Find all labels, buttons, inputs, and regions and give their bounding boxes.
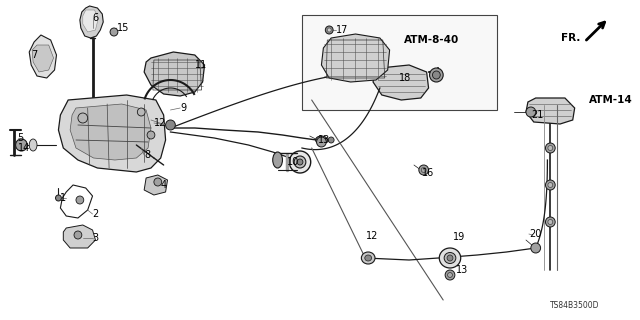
Circle shape (545, 143, 555, 153)
Text: 5: 5 (17, 133, 24, 143)
Ellipse shape (365, 255, 372, 261)
Circle shape (317, 137, 326, 147)
Polygon shape (144, 52, 205, 96)
Text: 13: 13 (456, 265, 468, 275)
Circle shape (429, 68, 443, 82)
Polygon shape (526, 98, 575, 124)
Ellipse shape (316, 136, 327, 144)
Circle shape (78, 113, 88, 123)
Text: 7: 7 (31, 50, 37, 60)
Text: 2: 2 (93, 209, 99, 219)
Text: 20: 20 (529, 229, 541, 239)
Circle shape (548, 146, 553, 150)
Circle shape (76, 196, 84, 204)
Text: 19: 19 (453, 232, 465, 242)
Circle shape (531, 243, 541, 253)
Ellipse shape (447, 255, 453, 261)
Text: 21: 21 (531, 110, 543, 120)
Text: 3: 3 (93, 233, 99, 243)
Ellipse shape (294, 156, 306, 168)
Text: ATM-14: ATM-14 (589, 95, 633, 105)
Circle shape (445, 270, 455, 280)
Ellipse shape (273, 152, 282, 168)
Text: ATM-8-40: ATM-8-40 (404, 35, 460, 45)
Circle shape (545, 217, 555, 227)
Text: 12: 12 (154, 118, 166, 128)
Circle shape (110, 28, 118, 36)
Text: 13: 13 (317, 135, 330, 145)
Text: 8: 8 (144, 150, 150, 160)
Polygon shape (321, 34, 390, 82)
Circle shape (447, 273, 452, 277)
Circle shape (433, 71, 440, 79)
Circle shape (327, 28, 331, 32)
Circle shape (56, 195, 61, 201)
Polygon shape (373, 65, 429, 100)
Ellipse shape (297, 159, 303, 165)
Circle shape (74, 231, 82, 239)
Ellipse shape (289, 151, 310, 173)
Circle shape (154, 178, 162, 186)
Ellipse shape (29, 139, 37, 151)
Circle shape (526, 107, 536, 117)
Text: FR.: FR. (561, 33, 580, 43)
Text: 12: 12 (366, 231, 379, 241)
Circle shape (421, 167, 426, 172)
Circle shape (15, 139, 28, 151)
Circle shape (545, 180, 555, 190)
Ellipse shape (439, 248, 461, 268)
Text: 10: 10 (287, 157, 300, 167)
Circle shape (548, 220, 553, 225)
Text: 16: 16 (422, 168, 434, 178)
Circle shape (419, 165, 429, 175)
Ellipse shape (328, 137, 334, 143)
Circle shape (548, 182, 553, 188)
Circle shape (147, 131, 155, 139)
Ellipse shape (362, 252, 375, 264)
Circle shape (325, 26, 333, 34)
Polygon shape (32, 45, 54, 72)
Polygon shape (58, 95, 166, 172)
Polygon shape (63, 225, 95, 248)
Polygon shape (29, 35, 56, 78)
Polygon shape (83, 10, 99, 32)
Text: TS84B3500D: TS84B3500D (550, 300, 600, 309)
Text: 6: 6 (93, 13, 99, 23)
Polygon shape (144, 175, 168, 195)
Text: 15: 15 (117, 23, 129, 33)
Circle shape (138, 108, 145, 116)
Ellipse shape (444, 252, 456, 263)
Polygon shape (80, 6, 103, 38)
Text: 14: 14 (17, 143, 30, 153)
Text: 11: 11 (195, 60, 207, 70)
Text: 18: 18 (399, 73, 412, 83)
Text: 9: 9 (180, 103, 186, 113)
Text: 4: 4 (161, 180, 167, 190)
Polygon shape (70, 104, 151, 160)
Text: 17: 17 (336, 25, 348, 35)
Bar (302, 15, 497, 110)
Text: 1: 1 (60, 193, 67, 203)
Circle shape (166, 120, 175, 130)
